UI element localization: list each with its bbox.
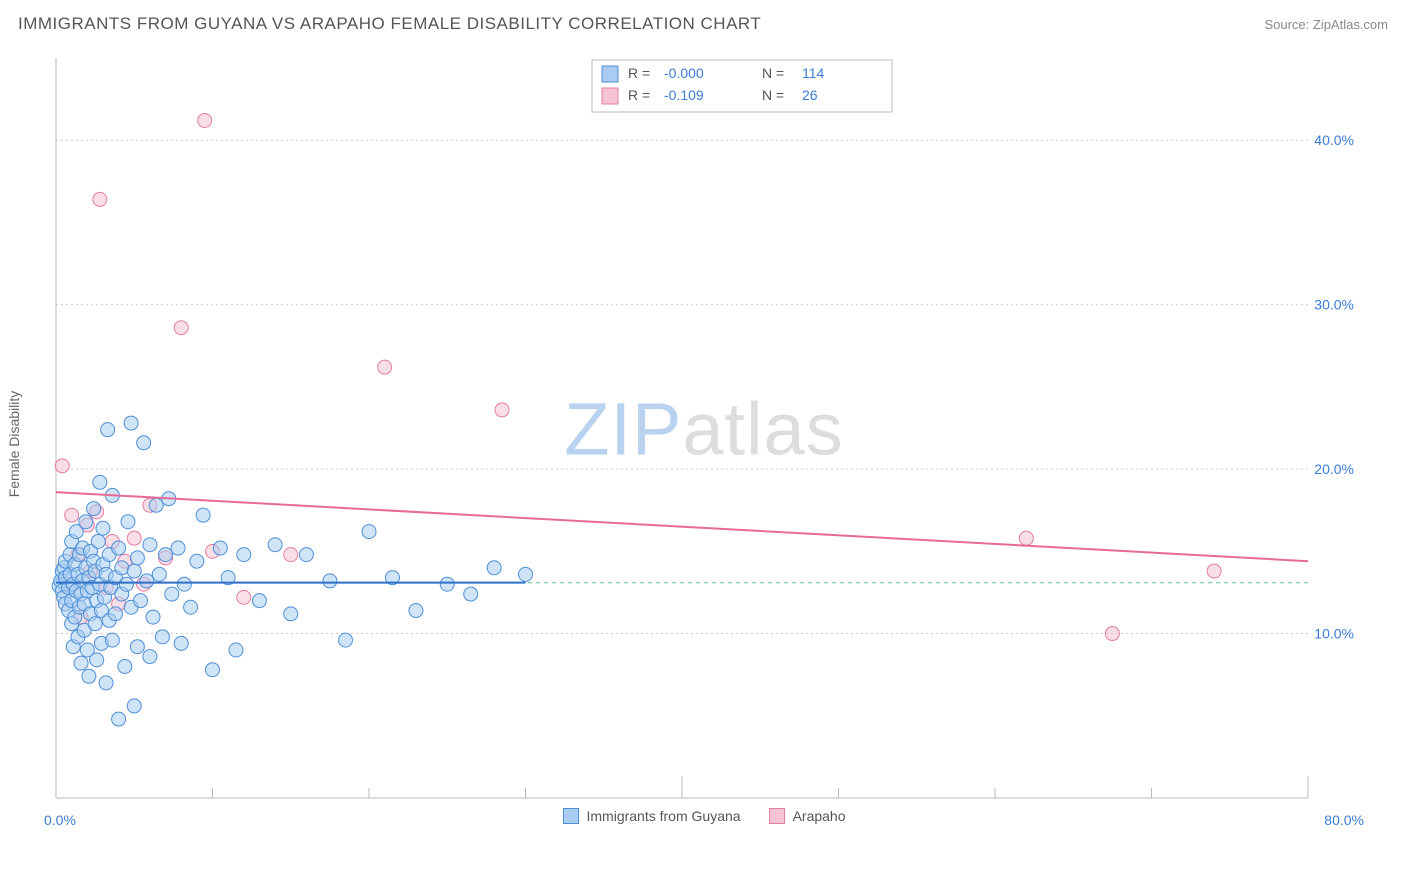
y-tick-label: 10.0% bbox=[1314, 626, 1354, 642]
data-point-a bbox=[96, 521, 110, 535]
data-point-a bbox=[130, 551, 144, 565]
legend-item-b: Arapaho bbox=[769, 808, 846, 824]
source-name: ZipAtlas.com bbox=[1313, 17, 1388, 32]
legend-label-a: Immigrants from Guyana bbox=[587, 808, 741, 824]
legend-bottom: Immigrants from Guyana Arapaho bbox=[44, 802, 1364, 830]
data-point-a bbox=[299, 548, 313, 562]
data-point-a bbox=[229, 643, 243, 657]
data-point-b bbox=[495, 403, 509, 417]
legend-swatch-b bbox=[769, 808, 785, 824]
data-point-a bbox=[440, 577, 454, 591]
data-point-a bbox=[213, 541, 227, 555]
data-point-a bbox=[464, 587, 478, 601]
data-point-a bbox=[112, 712, 126, 726]
data-point-a bbox=[237, 548, 251, 562]
data-point-a bbox=[184, 600, 198, 614]
data-point-a bbox=[119, 577, 133, 591]
data-point-a bbox=[252, 594, 266, 608]
data-point-a bbox=[519, 567, 533, 581]
data-point-a bbox=[127, 564, 141, 578]
data-point-a bbox=[339, 633, 353, 647]
source-prefix: Source: bbox=[1264, 17, 1312, 32]
data-point-a bbox=[137, 436, 151, 450]
data-point-a bbox=[146, 610, 160, 624]
data-point-a bbox=[159, 548, 173, 562]
data-point-a bbox=[323, 574, 337, 588]
data-point-a bbox=[362, 525, 376, 539]
data-point-a bbox=[74, 656, 88, 670]
legend-item-a: Immigrants from Guyana bbox=[563, 808, 741, 824]
y-tick-label: 30.0% bbox=[1314, 297, 1354, 313]
source-attribution: Source: ZipAtlas.com bbox=[1264, 17, 1388, 32]
data-point-a bbox=[190, 554, 204, 568]
data-point-a bbox=[177, 577, 191, 591]
data-point-a bbox=[206, 663, 220, 677]
legend-top-swatch-b bbox=[602, 88, 618, 104]
data-point-a bbox=[152, 567, 166, 581]
data-point-b bbox=[1105, 627, 1119, 641]
data-point-b bbox=[55, 459, 69, 473]
chart-title: IMMIGRANTS FROM GUYANA VS ARAPAHO FEMALE… bbox=[18, 14, 761, 34]
y-tick-label: 40.0% bbox=[1314, 132, 1354, 148]
data-point-a bbox=[171, 541, 185, 555]
data-point-b bbox=[1019, 531, 1033, 545]
legend-top-r-label-a: R = bbox=[628, 65, 650, 81]
legend-top-n-label-a: N = bbox=[762, 65, 784, 81]
data-point-a bbox=[112, 541, 126, 555]
legend-top-r-value-a: -0.000 bbox=[664, 65, 704, 81]
legend-top-n-value-b: 26 bbox=[802, 87, 818, 103]
data-point-a bbox=[174, 636, 188, 650]
data-point-b bbox=[65, 508, 79, 522]
data-point-a bbox=[143, 650, 157, 664]
data-point-a bbox=[409, 604, 423, 618]
plot-container: Female Disability ZIPatlas 10.0%20.0%30.… bbox=[44, 58, 1364, 830]
data-point-b bbox=[174, 321, 188, 335]
y-axis-label: Female Disability bbox=[6, 391, 22, 498]
y-tick-label: 20.0% bbox=[1314, 461, 1354, 477]
data-point-b bbox=[237, 590, 251, 604]
data-point-b bbox=[198, 113, 212, 127]
data-point-a bbox=[130, 640, 144, 654]
data-point-a bbox=[124, 416, 138, 430]
legend-top: R = -0.000 N = 114 R = -0.109 N = 26 bbox=[592, 60, 892, 112]
data-point-a bbox=[99, 676, 113, 690]
data-point-a bbox=[487, 561, 501, 575]
data-point-a bbox=[143, 538, 157, 552]
data-point-a bbox=[149, 498, 163, 512]
data-point-a bbox=[93, 475, 107, 489]
data-point-a bbox=[105, 633, 119, 647]
data-point-b bbox=[127, 531, 141, 545]
data-point-a bbox=[108, 607, 122, 621]
data-point-a bbox=[88, 617, 102, 631]
data-point-a bbox=[79, 515, 93, 529]
legend-top-swatch-a bbox=[602, 66, 618, 82]
legend-top-r-value-b: -0.109 bbox=[664, 87, 704, 103]
data-point-b bbox=[93, 192, 107, 206]
data-point-a bbox=[196, 508, 210, 522]
data-point-a bbox=[268, 538, 282, 552]
data-point-a bbox=[134, 594, 148, 608]
data-point-a bbox=[140, 574, 154, 588]
data-point-a bbox=[115, 561, 129, 575]
data-point-a bbox=[118, 659, 132, 673]
data-point-a bbox=[121, 515, 135, 529]
legend-top-n-value-a: 114 bbox=[802, 65, 825, 81]
legend-top-n-label-b: N = bbox=[762, 87, 784, 103]
scatter-chart: 10.0% 20.0% 30.0% 40.0% R = -0.000 N = 114 R = -0… bbox=[44, 58, 1364, 802]
data-point-a bbox=[101, 423, 115, 437]
data-point-a bbox=[91, 534, 105, 548]
data-point-a bbox=[87, 502, 101, 516]
data-point-a bbox=[82, 669, 96, 683]
data-point-a bbox=[165, 587, 179, 601]
data-point-a bbox=[284, 607, 298, 621]
data-point-a bbox=[127, 699, 141, 713]
data-point-b bbox=[1207, 564, 1221, 578]
legend-label-b: Arapaho bbox=[793, 808, 846, 824]
data-point-a bbox=[90, 653, 104, 667]
legend-top-r-label-b: R = bbox=[628, 87, 650, 103]
data-point-b bbox=[284, 548, 298, 562]
data-point-a bbox=[155, 630, 169, 644]
legend-swatch-a bbox=[563, 808, 579, 824]
data-point-b bbox=[378, 360, 392, 374]
